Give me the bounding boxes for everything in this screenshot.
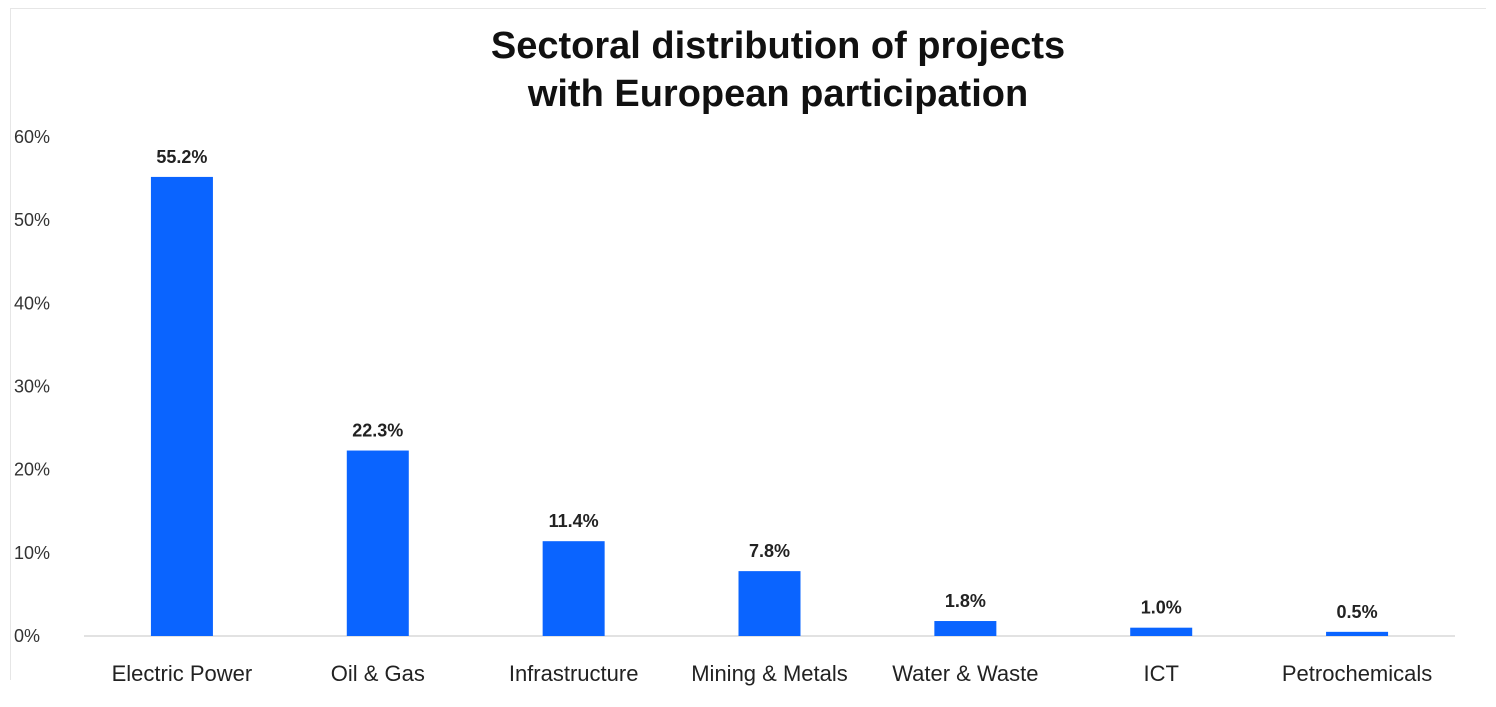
data-label: 55.2%: [156, 147, 207, 167]
data-label: 0.5%: [1337, 602, 1378, 622]
bar: [150, 176, 213, 637]
category-label: Mining & Metals: [691, 661, 848, 686]
y-tick-label: 30%: [14, 377, 50, 397]
bar: [934, 621, 997, 636]
y-tick-label: 0%: [14, 626, 40, 646]
data-label: 11.4%: [549, 511, 599, 531]
y-axis: 0% 10% 20% 30% 40% 50% 60%: [14, 127, 50, 646]
y-tick-label: 20%: [14, 460, 50, 480]
bar: [1326, 631, 1389, 636]
y-tick-label: 50%: [14, 210, 50, 230]
y-tick-label: 40%: [14, 293, 50, 313]
category-label: Oil & Gas: [331, 661, 425, 686]
chart-frame: [10, 8, 1486, 680]
x-axis: Electric Power Oil & Gas Infrastructure Min…: [112, 661, 1433, 686]
y-tick-label: 60%: [14, 127, 50, 147]
bar: [738, 571, 801, 636]
category-label: Infrastructure: [509, 661, 639, 686]
data-labels-group: 55.2% 22.3% 11.4% 7.8% 1.8% 1.0% 0.5%: [156, 147, 1377, 622]
bar: [1130, 627, 1193, 636]
data-label: 22.3%: [352, 421, 403, 441]
category-label: ICT: [1143, 661, 1178, 686]
category-label: Petrochemicals: [1282, 661, 1432, 686]
bar: [542, 541, 605, 636]
chart-title-line-1: Sectoral distribution of projects: [491, 25, 1065, 67]
data-label: 1.0%: [1141, 598, 1182, 618]
category-label: Water & Waste: [892, 661, 1038, 686]
bars-group: [150, 176, 1389, 637]
y-tick-label: 10%: [14, 543, 50, 563]
category-label: Electric Power: [112, 661, 253, 686]
chart-title-line-2: with European participation: [527, 73, 1028, 115]
data-label: 1.8%: [945, 591, 986, 611]
data-label: 7.8%: [749, 541, 790, 561]
bar: [346, 450, 409, 636]
